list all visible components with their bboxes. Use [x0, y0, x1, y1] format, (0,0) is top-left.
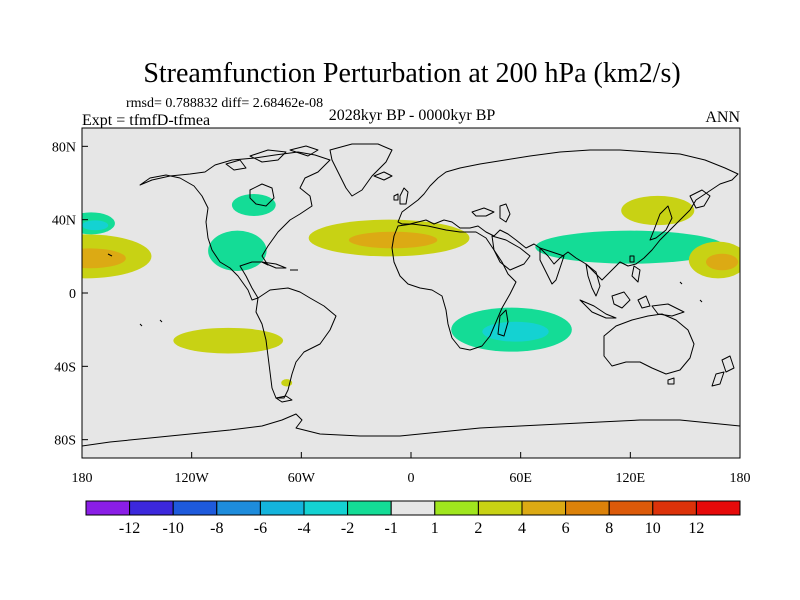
colorbar-swatch — [303, 500, 349, 516]
x-tick-label: 60E — [509, 471, 532, 486]
colorbar-swatch — [85, 500, 131, 516]
colorbar-swatch — [347, 500, 392, 516]
anomaly-south-pacific-pos — [173, 327, 284, 354]
coastline-arctic-islands — [225, 145, 319, 171]
coastline-tasmania — [667, 377, 675, 385]
y-tick-label: 0 — [69, 287, 76, 302]
x-tick-label: 0 — [408, 471, 415, 486]
colorbar-swatch — [216, 500, 261, 516]
x-tick-label: 180 — [730, 471, 751, 486]
anomaly-core-west-pacific-pos — [705, 253, 739, 271]
stats-label: rmsd= 0.788832 diff= 2.68462e-08 — [126, 96, 323, 111]
colorbar-label: -12 — [119, 520, 140, 537]
anomaly-canada-neg — [231, 194, 276, 216]
period-label: 2028kyr BP - 0000kyr BP — [329, 107, 496, 124]
colorbar-label: 12 — [688, 520, 704, 537]
coastline-kamchatka — [689, 189, 711, 209]
coastline-new-zealand — [711, 355, 735, 387]
coastline-arabia — [491, 235, 531, 271]
colorbar-swatch — [259, 500, 305, 516]
colorbar-label: 8 — [605, 520, 613, 537]
anomaly-japan-pos — [621, 195, 695, 226]
colorbar-swatch — [521, 500, 567, 516]
coastline-black-sea — [471, 207, 495, 217]
colorbar-label: -8 — [210, 520, 223, 537]
colorbar-swatch — [565, 500, 610, 516]
colorbar-swatch — [695, 500, 741, 516]
colorbar-swatch — [390, 500, 436, 516]
coastline-africa — [391, 223, 517, 351]
coastline-taiwan — [629, 255, 635, 263]
colorbar-label: 6 — [562, 520, 570, 537]
coastline-tierra-del-fuego — [275, 395, 293, 403]
colorbar-swatch — [434, 500, 479, 516]
anomaly-core-north-pacific-east-neg — [82, 220, 109, 231]
coastline-australia — [603, 313, 695, 375]
coastline-pacific-islands — [107, 253, 703, 327]
x-tick-label: 120E — [616, 471, 646, 486]
x-tick-label: 60W — [288, 471, 316, 486]
coastline-india — [539, 247, 565, 285]
colorbar-swatch — [652, 500, 697, 516]
coastline-madagascar — [497, 309, 509, 337]
coastline-caspian — [499, 203, 511, 223]
colorbar-label: 4 — [518, 520, 526, 537]
coastline-japan — [649, 205, 673, 241]
map-background — [82, 128, 740, 458]
x-tick-label: 120W — [175, 471, 210, 486]
coastline-caribbean — [261, 261, 298, 271]
x-tick-label: 180 — [72, 471, 93, 486]
experiment-label: Expt = tfmfD-tfmea — [82, 112, 210, 129]
coastline-antarctica — [82, 413, 740, 447]
colorbar-label: -2 — [341, 520, 354, 537]
colorbar-label: -4 — [297, 520, 310, 537]
axes: 180 120W 60W 0 60E 120E 180 80N 40N 0 40S 80S — [52, 140, 751, 486]
colorbar-swatch — [172, 500, 218, 516]
colorbar-label: 2 — [474, 520, 482, 537]
colorbar-swatch — [477, 500, 523, 516]
anomaly-east-asia-neg — [535, 230, 726, 264]
anomaly-gulf-caribbean-neg — [208, 230, 267, 271]
coastline-south-america — [255, 287, 337, 399]
coastline-eurasia — [397, 149, 739, 281]
chart-title: Streamfunction Perturbation at 200 hPa (… — [143, 58, 680, 89]
coastlines — [82, 143, 740, 447]
y-tick-label: 80N — [52, 140, 76, 155]
y-tick-label: 80S — [54, 434, 76, 449]
colorbar: -12 -10 -8 -6 -4 -2 -1 1 2 4 6 8 10 12 — [85, 500, 741, 537]
coastline-philippines — [631, 265, 641, 283]
y-tick-label: 40N — [52, 214, 76, 229]
coastline-southeast-asia — [585, 263, 601, 297]
colorbar-label: 10 — [645, 520, 661, 537]
coastline-iceland — [373, 171, 393, 181]
coastline-britain — [393, 187, 409, 205]
colorbar-swatch — [608, 500, 654, 516]
colorbar-label: -10 — [163, 520, 184, 537]
season-label: ANN — [705, 109, 740, 126]
y-tick-label: 40S — [54, 360, 76, 375]
colorbar-swatch — [129, 500, 174, 516]
coastline-hudson-bay — [249, 183, 275, 207]
coastline-north-america — [139, 151, 331, 301]
colorbar-label: -1 — [385, 520, 398, 537]
anomaly-field — [82, 194, 740, 387]
coastline-greenland — [329, 143, 393, 197]
colorbar-label: 1 — [431, 520, 439, 537]
coastline-indonesia — [579, 291, 685, 319]
colorbar-label: -6 — [254, 520, 267, 537]
anomaly-core-north-pacific-east-pos — [82, 248, 126, 269]
